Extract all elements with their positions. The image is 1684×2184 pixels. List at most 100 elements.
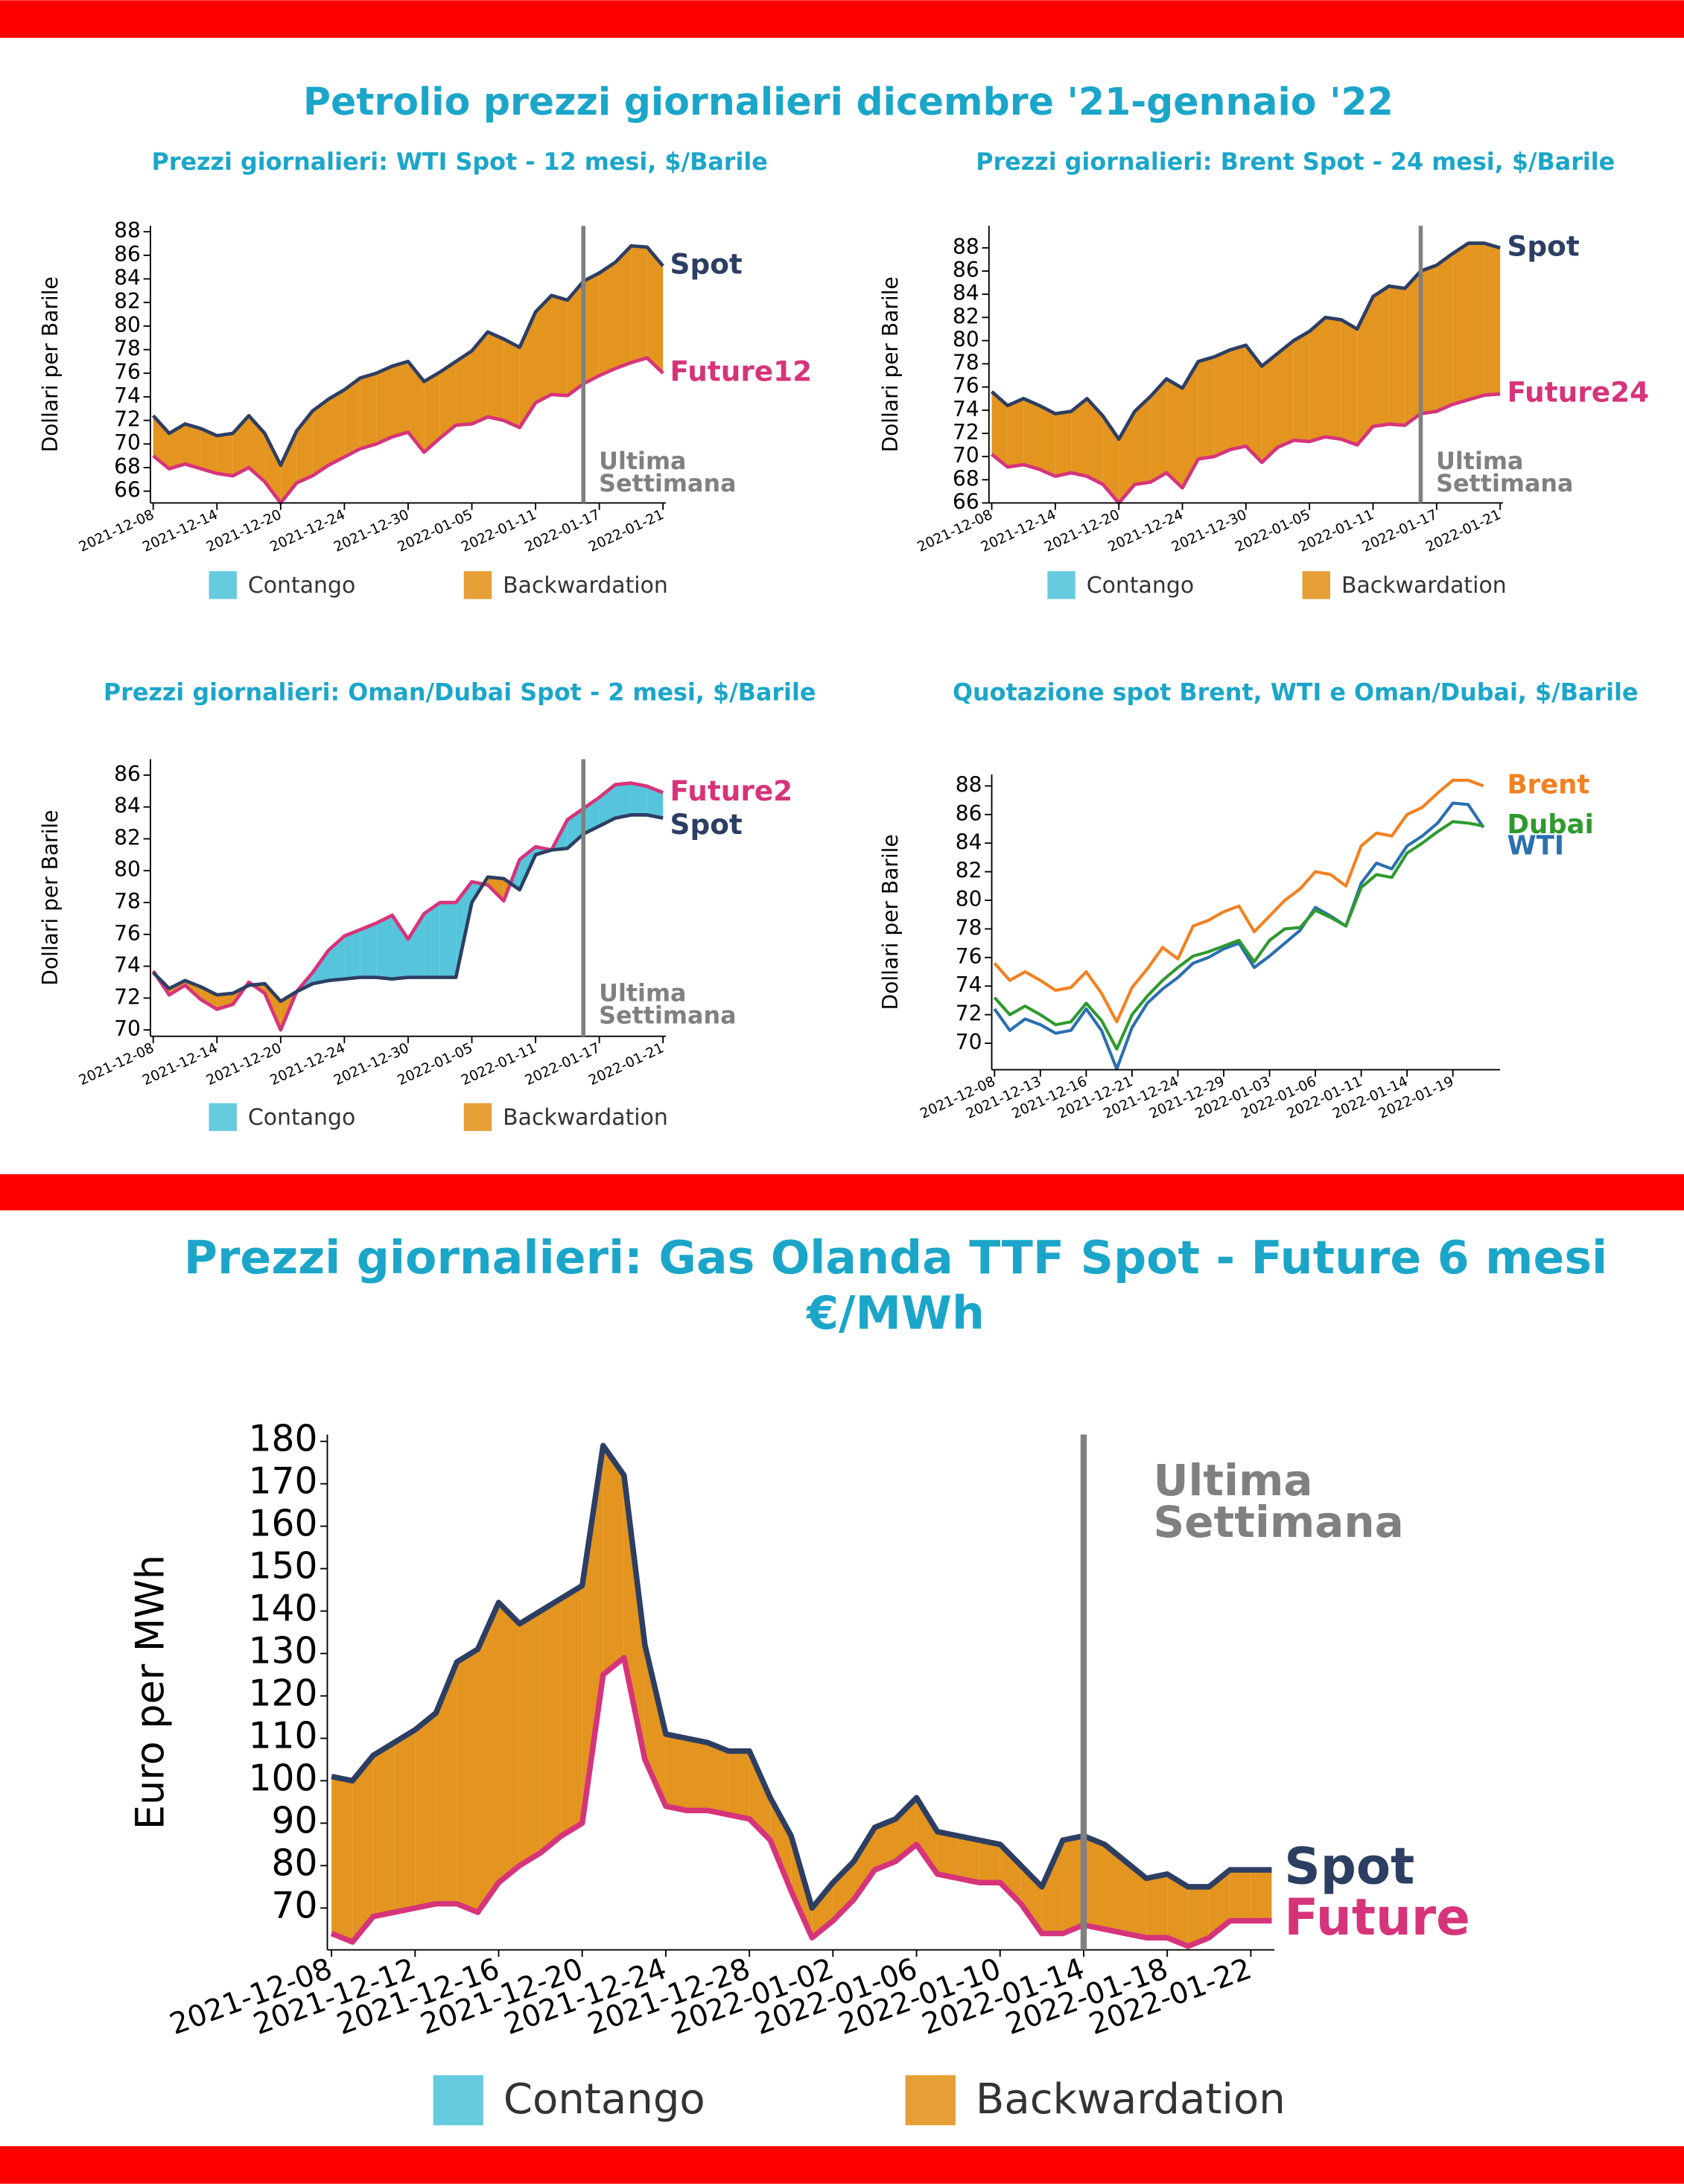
page-title: Petrolio prezzi giornalieri dicembre '21… <box>303 80 1394 124</box>
y-tick-label: 78 <box>114 889 141 914</box>
spread-fill <box>1188 1886 1210 1946</box>
y-tick-label: 88 <box>953 235 979 259</box>
spread-fill <box>1198 357 1215 459</box>
chart-title: Quotazione spot Brent, WTI e Oman/Dubai,… <box>953 679 1638 707</box>
series-line <box>991 392 1501 505</box>
legend-label: Backwardation <box>976 2075 1286 2124</box>
spread-fill <box>200 987 217 1010</box>
spread-fill <box>1325 317 1341 439</box>
y-tick-label: 150 <box>249 1546 318 1588</box>
y-tick-label: 78 <box>956 915 982 940</box>
spread-fill <box>1125 1861 1147 1938</box>
spread-fill <box>1262 353 1278 462</box>
y-tick-label: 84 <box>114 266 141 290</box>
spread-fill <box>854 1827 875 1900</box>
legend-swatch <box>209 571 237 599</box>
spread-fill <box>958 1836 979 1883</box>
series-label: Future <box>1284 1888 1470 1946</box>
spread-fill <box>1420 265 1437 414</box>
spread-fill <box>1102 416 1119 503</box>
y-tick-label: 80 <box>114 313 141 337</box>
spread-fill <box>603 1445 624 1675</box>
spread-fill <box>646 786 664 818</box>
legend-swatch <box>463 571 492 599</box>
spread-fill <box>1251 1870 1272 1921</box>
y-tick-label: 66 <box>953 489 979 514</box>
legend-swatch <box>433 2075 483 2126</box>
spread-fill <box>217 433 233 477</box>
spread-fill <box>1166 378 1183 488</box>
spread-fill <box>991 391 1008 468</box>
annotation: Ultima <box>599 448 686 475</box>
spread-fill <box>519 1611 541 1866</box>
spread-fill <box>457 1649 478 1913</box>
spread-fill <box>477 1602 499 1913</box>
y-tick-label: 82 <box>114 825 141 850</box>
series-label: Spot <box>670 808 743 841</box>
series-label: Spot <box>1507 229 1579 262</box>
y-axis-label: Dollari per Barile <box>38 810 63 986</box>
series-line <box>993 778 1484 1024</box>
y-axis-label: Dollari per Barile <box>878 276 903 452</box>
spread-fill <box>456 351 472 425</box>
y-tick-label: 76 <box>956 944 982 969</box>
series-label: Dubai <box>1507 809 1593 840</box>
chart-title: €/MWh <box>805 1287 985 1340</box>
spread-fill <box>471 331 488 424</box>
spread-fill <box>407 361 425 453</box>
y-tick-label: 66 <box>114 478 141 503</box>
spread-fill <box>1146 1873 1168 1938</box>
legend-label: Contango <box>248 1105 355 1131</box>
spread-fill <box>352 1755 374 1942</box>
spread-fill <box>1007 398 1024 468</box>
spread-fill <box>376 915 393 979</box>
y-tick-label: 74 <box>956 972 982 997</box>
spread-fill <box>623 1475 645 1760</box>
annotation: Settimana <box>1153 1497 1403 1547</box>
spread-fill <box>749 1751 771 1841</box>
y-tick-label: 78 <box>114 337 141 361</box>
series-line <box>152 813 664 1003</box>
spread-fill <box>1209 1870 1230 1938</box>
y-tick-label: 86 <box>114 242 141 267</box>
spread-fill <box>1000 1844 1021 1904</box>
spread-fill <box>1167 1873 1189 1946</box>
y-tick-label: 84 <box>114 794 141 818</box>
series-line <box>151 243 664 468</box>
spread-fill <box>153 416 170 469</box>
series-label: Spot <box>1284 1838 1414 1896</box>
spread-fill <box>646 246 664 374</box>
spread-fill <box>1309 317 1326 442</box>
y-axis-label: Euro per MWh <box>128 1555 174 1830</box>
spread-fill <box>1071 398 1087 477</box>
spread-fill <box>1436 253 1453 412</box>
spread-fill <box>296 410 313 483</box>
spread-fill <box>551 295 568 396</box>
legend-swatch <box>463 1103 492 1131</box>
y-tick-label: 140 <box>249 1588 318 1630</box>
y-tick-label: 76 <box>114 921 141 946</box>
y-tick-label: 74 <box>953 397 979 421</box>
series-line <box>151 781 664 1032</box>
spread-fill <box>328 389 345 465</box>
spread-fill <box>394 1730 416 1913</box>
y-tick-label: 74 <box>114 383 141 408</box>
spread-fill <box>1484 243 1501 395</box>
y-tick-label: 110 <box>249 1715 318 1757</box>
spread-fill <box>344 929 360 979</box>
spread-fill <box>407 914 425 978</box>
spread-fill <box>686 1738 708 1811</box>
y-tick-label: 78 <box>953 351 979 375</box>
spread-fill <box>1230 1870 1251 1921</box>
legend-label: Backwardation <box>503 1105 668 1131</box>
spread-fill <box>360 923 377 978</box>
legend-swatch <box>209 1103 237 1131</box>
spread-fill <box>1023 398 1040 470</box>
spread-fill <box>599 262 616 376</box>
y-tick-label: 68 <box>953 466 979 491</box>
annotation: Settimana <box>1436 470 1573 497</box>
series-label: Brent <box>1507 769 1589 800</box>
y-tick-label: 80 <box>114 857 141 882</box>
spread-fill <box>503 339 520 428</box>
